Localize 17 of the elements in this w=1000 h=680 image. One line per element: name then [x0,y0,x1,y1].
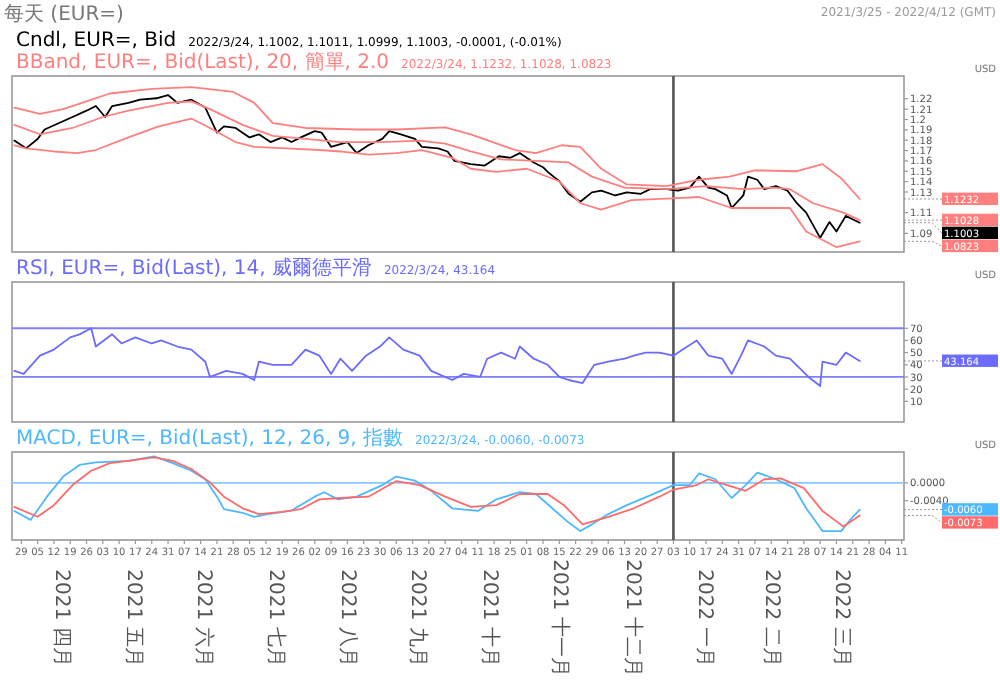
x2-tick-label: 2021 四月 [49,569,72,667]
chart-title: Cndl, EUR=, Bid [16,30,177,52]
x2-tick-label: 2021 十二月 [620,559,645,677]
x2-tick-label: 2022 三月 [830,569,853,667]
chart-title: MACD, EUR=, Bid(Last), 12, 26, 9, 指數 [16,426,404,450]
x2-tick-label: 2021 八月 [336,569,359,667]
chart-title: RSI, EUR=, Bid(Last), 14, 威爾德平滑 [16,256,372,280]
x2-tick-label: 2021 五月 [122,569,145,667]
x2-tick-label: 2021 七月 [264,569,289,667]
text: BBand, EUR=, Bid(Last), 20, 簡單, 2.0 [16,50,390,74]
x2-tick-label: 2022 一月 [692,569,715,667]
x2-tick-label: 2021 十一月 [548,559,573,677]
text: 每天 (EUR=) [4,2,125,26]
x2-tick-label: 2021 十月 [478,569,503,667]
x2-tick-label: 2022 二月 [760,569,783,667]
x2-tick-label: 2021 六月 [191,569,216,667]
x2-tick-label: 2021 九月 [406,569,431,667]
